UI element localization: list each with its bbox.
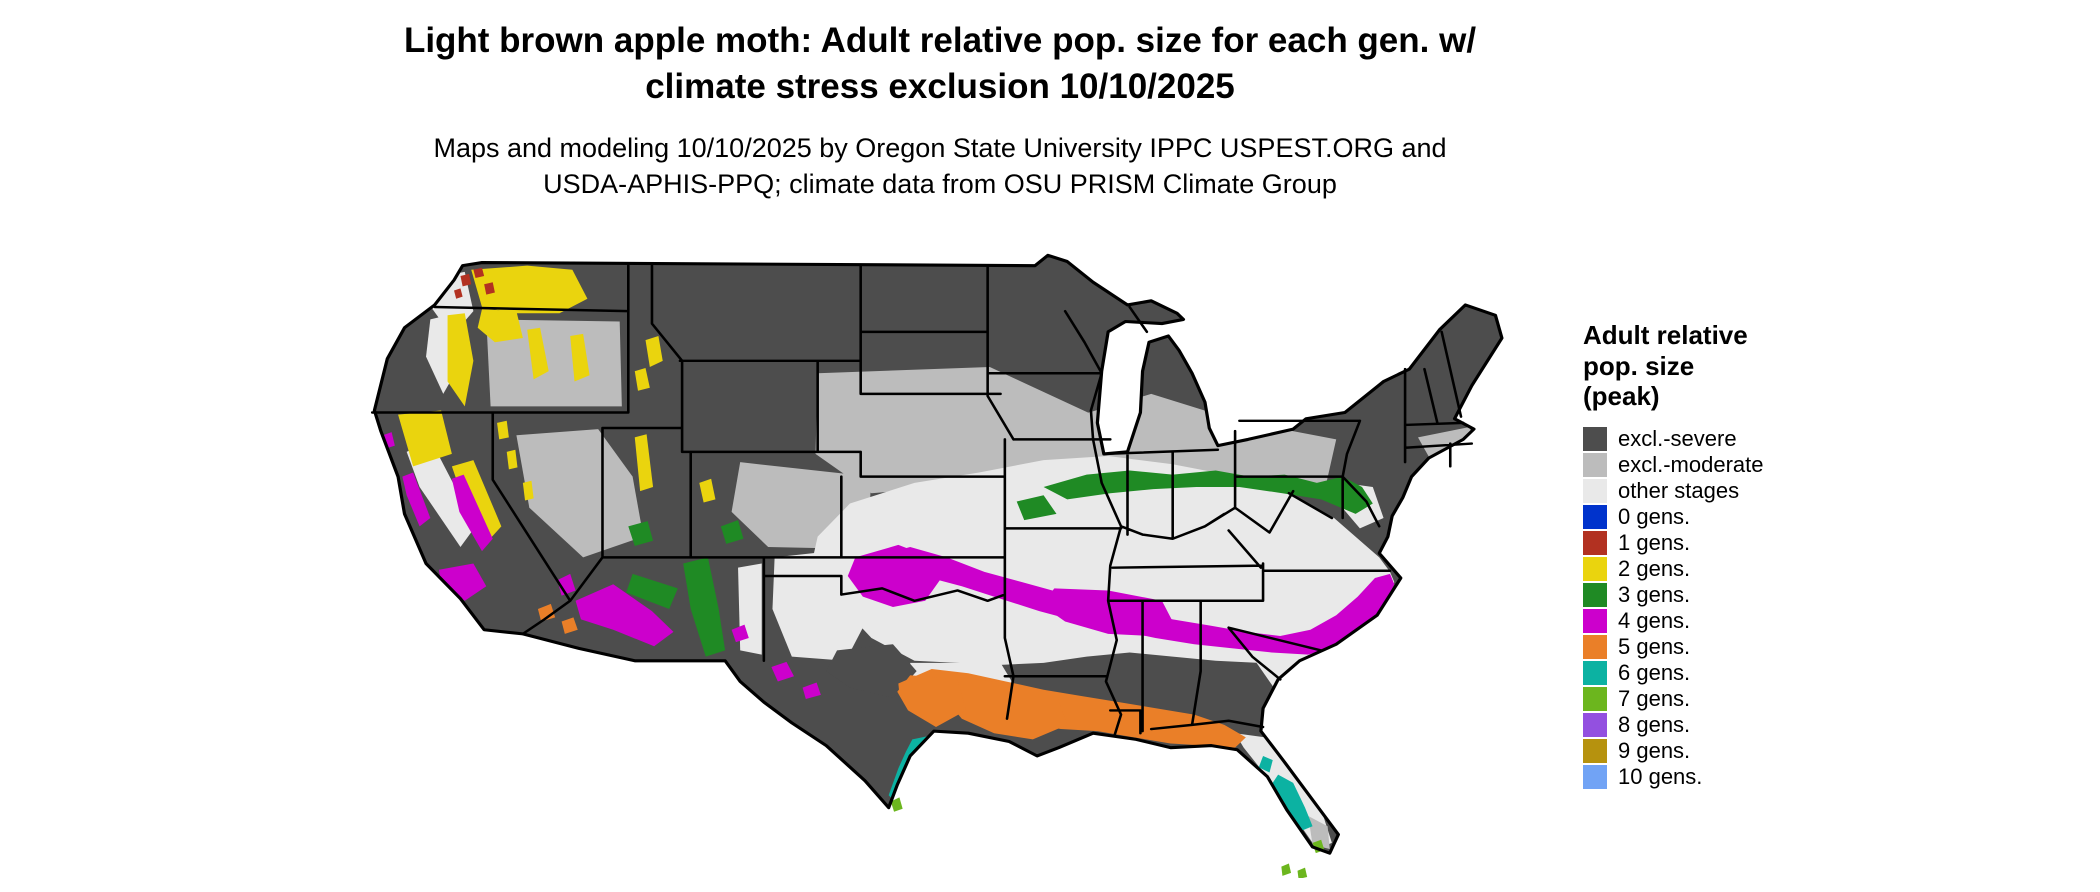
map-zone-2-gens [398, 265, 716, 543]
legend-item: 6 gens. [1583, 660, 1863, 686]
legend-swatch [1583, 635, 1607, 660]
legend-swatch [1583, 609, 1607, 634]
map-title-line1: Light brown apple moth: Adult relative p… [403, 21, 1477, 60]
map-credits-line2: USDA-APHIS-PPQ; climate data from OSU PR… [543, 168, 1337, 199]
map-zone-1-gens [454, 267, 495, 299]
legend-swatch [1583, 557, 1607, 582]
map-credits-line1: Maps and modeling 10/10/2025 by Oregon S… [433, 133, 1447, 163]
legend-title-line3: (peak) [1583, 381, 1660, 412]
legend-label: 3 gens. [1618, 582, 1691, 608]
legend-swatch [1583, 531, 1607, 556]
legend-swatch [1583, 583, 1607, 608]
legend-label: 10 gens. [1618, 764, 1703, 790]
legend-item: 8 gens. [1583, 712, 1863, 738]
map-zone-excl-severe-central-texas [826, 644, 917, 699]
legend-swatch [1583, 505, 1607, 530]
map-credits: Maps and modeling 10/10/2025 by Oregon S… [0, 131, 1880, 202]
legend-item: 7 gens. [1583, 686, 1863, 712]
legend-title-line1: Adult relative [1583, 320, 1748, 350]
legend-swatch [1583, 739, 1607, 764]
legend-item: 4 gens. [1583, 608, 1863, 634]
legend-swatch [1583, 479, 1607, 504]
map-title-line2: climate stress exclusion 10/10/2025 [645, 66, 1235, 106]
legend-item: excl.-severe [1583, 426, 1863, 452]
legend-label: 7 gens. [1618, 686, 1691, 712]
legend-swatch [1583, 765, 1607, 790]
legend-item: excl.-moderate [1583, 452, 1863, 478]
legend-label: 5 gens. [1618, 634, 1691, 660]
legend-item: 2 gens. [1583, 556, 1863, 582]
legend-item: 9 gens. [1583, 738, 1863, 764]
legend-item: other stages [1583, 478, 1863, 504]
map-zone-excl-moderate-south-florida [1308, 815, 1330, 850]
legend-label: 1 gens. [1618, 530, 1691, 556]
legend: Adult relative pop. size (peak) excl.-se… [1583, 320, 1863, 790]
legend-label: 0 gens. [1618, 504, 1691, 530]
legend-title-line2: pop. size [1583, 350, 1695, 381]
map-zone-7-gens [890, 797, 1325, 878]
legend-label: 6 gens. [1618, 660, 1691, 686]
legend-label: 2 gens. [1618, 556, 1691, 582]
legend-swatch [1583, 687, 1607, 712]
legend-item: 3 gens. [1583, 582, 1863, 608]
legend-label: excl.-severe [1618, 426, 1737, 452]
legend-item: 1 gens. [1583, 530, 1863, 556]
legend-swatch [1583, 713, 1607, 738]
legend-label: 9 gens. [1618, 738, 1691, 764]
legend-swatch [1583, 427, 1607, 452]
legend-label: excl.-moderate [1618, 452, 1764, 478]
map-title: Light brown apple moth: Adult relative p… [0, 18, 1880, 109]
us-choropleth-map [312, 216, 1560, 878]
map-zone-other-stages [406, 271, 1395, 850]
us-outline [372, 253, 1504, 855]
header: Light brown apple moth: Adult relative p… [0, 18, 1880, 202]
legend-item: 10 gens. [1583, 764, 1863, 790]
map-zone-3-gens [626, 470, 1373, 657]
legend-title: Adult relative pop. size (peak) [1583, 320, 1863, 412]
legend-label: 4 gens. [1618, 608, 1691, 634]
legend-label: other stages [1618, 478, 1740, 504]
legend-items: excl.-severe excl.-moderate other stages… [1583, 426, 1863, 790]
legend-swatch [1583, 661, 1607, 686]
legend-swatch [1583, 453, 1607, 478]
legend-item: 0 gens. [1583, 504, 1863, 530]
legend-label: 8 gens. [1618, 712, 1691, 738]
legend-item: 5 gens. [1583, 634, 1863, 660]
state-boundaries [370, 264, 1474, 737]
